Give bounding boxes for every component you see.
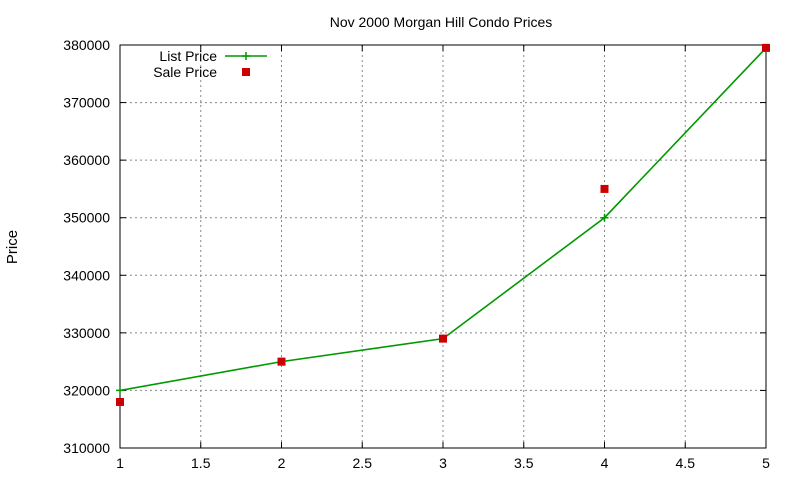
- x-tick-label: 2.5: [353, 455, 373, 471]
- y-tick-label: 340000: [63, 267, 110, 283]
- axis-ticks: 1 1.5 2 2.5 3 3.5 4 4.5 5 310000 320000 330000 34000…: [63, 37, 770, 471]
- sale-price-series: [116, 43, 770, 406]
- y-tick-label: 320000: [63, 382, 110, 398]
- list-price-point: [600, 213, 609, 222]
- y-axis-label: Price: [4, 230, 21, 264]
- x-tick-label: 1.5: [191, 455, 211, 471]
- sale-price-point: [762, 43, 770, 52]
- y-tick-label: 310000: [63, 440, 110, 456]
- legend-label-sale-price: Sale Price: [153, 64, 217, 80]
- grid: [120, 45, 766, 448]
- x-tick-label: 3.5: [514, 455, 534, 471]
- x-tick-label: 4: [601, 455, 609, 471]
- legend-marker-list-price: [242, 52, 250, 60]
- sale-price-point: [600, 184, 609, 193]
- y-tick-label: 370000: [63, 95, 110, 111]
- x-tick-label: 1: [116, 455, 124, 471]
- list-price-point: [116, 386, 124, 395]
- x-tick-label: 5: [762, 455, 770, 471]
- x-tick-label: 3: [439, 455, 447, 471]
- sale-price-point: [277, 357, 286, 366]
- y-tick-label: 360000: [63, 152, 110, 168]
- y-tick-label: 330000: [63, 325, 110, 341]
- sale-price-point: [439, 334, 447, 343]
- y-tick-label: 350000: [63, 210, 110, 226]
- x-tick-label: 4.5: [676, 455, 696, 471]
- legend-marker-sale-price: [242, 68, 250, 76]
- series-layer: [116, 43, 770, 406]
- y-tick-label: 380000: [63, 37, 110, 53]
- sale-price-point: [116, 397, 124, 406]
- chart-title: Nov 2000 Morgan Hill Condo Prices: [330, 14, 553, 30]
- legend-label-list-price: List Price: [159, 48, 217, 64]
- x-tick-label: 2: [278, 455, 286, 471]
